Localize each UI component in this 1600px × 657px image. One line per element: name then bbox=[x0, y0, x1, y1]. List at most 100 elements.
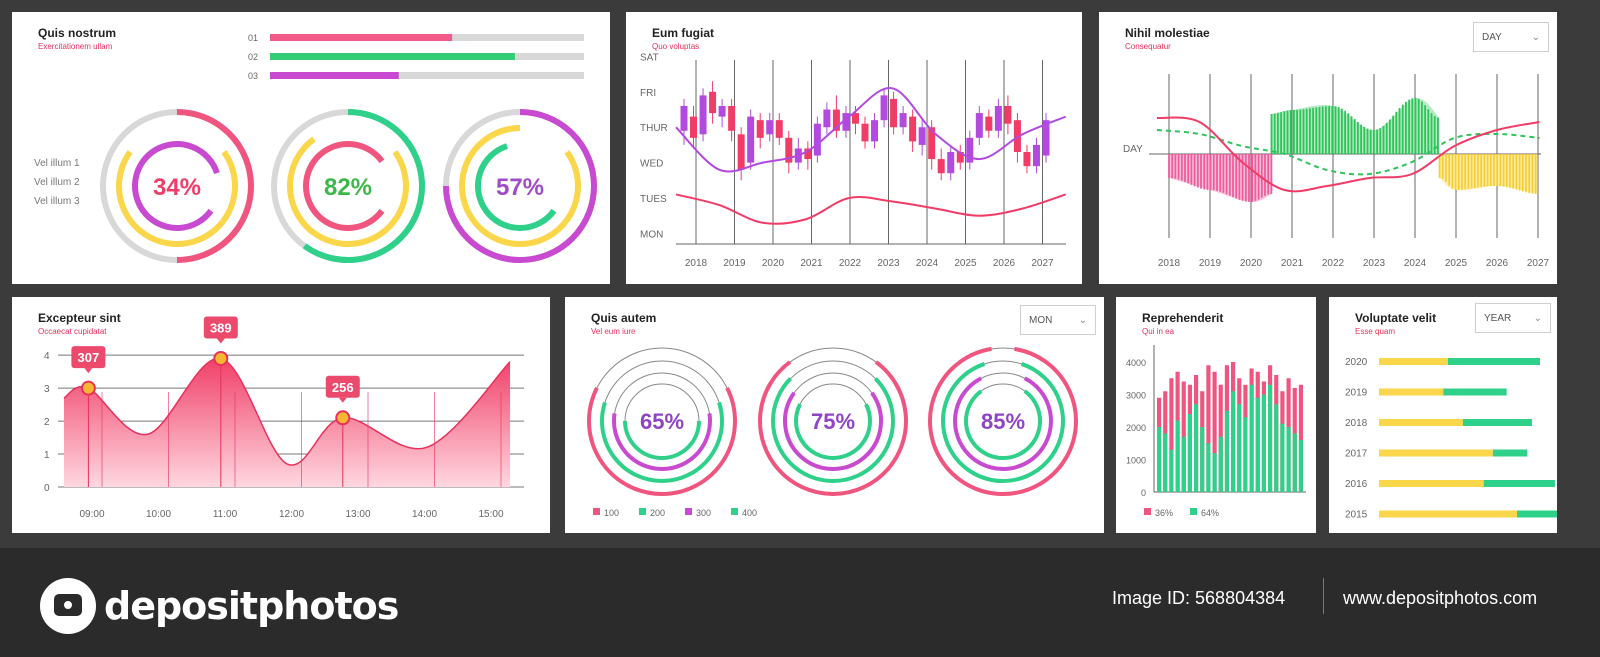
bar bbox=[1379, 419, 1463, 426]
panel-reprehenderit: Reprehenderit Qui in ea 0 1000 2000 3000 400… bbox=[1116, 297, 1316, 533]
candle bbox=[1004, 106, 1012, 124]
donut-value-label: 57% bbox=[496, 174, 544, 201]
legend-label: 100 bbox=[604, 508, 619, 518]
candle bbox=[928, 127, 936, 160]
bar bbox=[1492, 449, 1528, 457]
x-tick-label: 14:00 bbox=[412, 509, 437, 520]
x-tick-label: 2020 bbox=[762, 258, 785, 269]
chevron-down-icon: ⌄ bbox=[1531, 31, 1540, 43]
quis-autem-chart: 65% 75% 85% 100 200 300 400 bbox=[587, 346, 1078, 518]
x-tick-label: 2024 bbox=[916, 258, 939, 269]
bar bbox=[1249, 384, 1254, 492]
bar bbox=[1298, 384, 1303, 492]
ring-progress bbox=[953, 376, 1053, 471]
candle bbox=[775, 120, 783, 138]
y-tick-label: 4 bbox=[44, 351, 50, 362]
bar bbox=[1448, 358, 1540, 365]
bar-track bbox=[270, 72, 584, 79]
panel-subtitle: Exercitationem ullam bbox=[38, 42, 113, 51]
ring-value-label: 85% bbox=[981, 409, 1025, 434]
bar bbox=[1206, 443, 1211, 492]
panel-subtitle: Quo voluptas bbox=[652, 42, 700, 51]
legend-label: Vel illum 1 bbox=[34, 158, 80, 169]
donut-ring bbox=[443, 109, 597, 263]
bar bbox=[1379, 388, 1444, 396]
data-label: 256 bbox=[332, 380, 354, 395]
x-tick-label: 09:00 bbox=[79, 509, 104, 520]
bar bbox=[1181, 436, 1186, 492]
ring-progress bbox=[794, 403, 872, 460]
period-dropdown[interactable]: YEAR ⌄ bbox=[1475, 303, 1551, 333]
panel-quis-nostrum: Quis nostrum Exercitationem ullam Vel il… bbox=[12, 12, 610, 284]
bar bbox=[1187, 414, 1192, 492]
panel-title: Nihil molestiae bbox=[1125, 26, 1210, 40]
x-tick-label: 2022 bbox=[1322, 258, 1345, 269]
y-tick-label: 2016 bbox=[1345, 479, 1368, 490]
bar bbox=[1237, 404, 1242, 492]
x-tick-label: 2026 bbox=[993, 258, 1016, 269]
y-tick-label: 1000 bbox=[1126, 456, 1146, 466]
x-tick-label: 2019 bbox=[723, 258, 746, 269]
bar bbox=[1379, 510, 1517, 518]
dropdown-value: YEAR bbox=[1484, 312, 1512, 324]
candle bbox=[918, 127, 926, 145]
panel-subtitle: Vel eum iure bbox=[591, 327, 636, 336]
bar bbox=[1292, 433, 1297, 492]
bar bbox=[1200, 427, 1205, 492]
data-point bbox=[335, 410, 351, 426]
candle bbox=[728, 106, 736, 131]
period-dropdown[interactable]: DAY ⌄ bbox=[1473, 22, 1549, 52]
callout-pointer bbox=[84, 368, 93, 374]
brand-name: depositphotos bbox=[104, 584, 399, 628]
bar bbox=[1194, 404, 1199, 492]
bar bbox=[1169, 378, 1174, 492]
callout-pointer bbox=[216, 338, 225, 344]
x-tick-label: 2023 bbox=[1363, 258, 1386, 269]
area-fill bbox=[64, 358, 511, 487]
legend-label: Vel illum 3 bbox=[34, 196, 80, 207]
panel-title: Excepteur sint bbox=[38, 311, 121, 325]
bar bbox=[1255, 397, 1260, 492]
bar bbox=[1169, 449, 1174, 492]
y-tick-label: 2 bbox=[44, 417, 50, 428]
candle bbox=[766, 120, 774, 135]
legend-swatch bbox=[593, 508, 600, 515]
x-tick-label: 2021 bbox=[1281, 258, 1304, 269]
x-tick-label: 2022 bbox=[839, 258, 862, 269]
x-tick-label: 2024 bbox=[1404, 258, 1427, 269]
legend-label: 300 bbox=[696, 508, 711, 518]
bar bbox=[1286, 427, 1291, 492]
eum-fugiat-chart: MON TUES WED THUR FRI SAT 2018 2019 2020 2021 2022… bbox=[640, 52, 1067, 269]
candle bbox=[747, 116, 755, 163]
y-tick-label: SAT bbox=[640, 52, 659, 63]
candle bbox=[832, 109, 840, 131]
bar bbox=[1175, 420, 1180, 492]
candle bbox=[975, 113, 983, 138]
data-label: 307 bbox=[78, 350, 100, 365]
panel-quis-autem: Quis autem Vel eum iure MON ⌄ 65% 75% 85% 1… bbox=[565, 297, 1104, 533]
y-tick-label: 3 bbox=[44, 384, 50, 395]
donut-ring bbox=[302, 109, 425, 263]
bar bbox=[1443, 388, 1507, 396]
y-tick-label: WED bbox=[640, 159, 663, 170]
bar-tick-label: 02 bbox=[248, 52, 258, 62]
chevron-down-icon: ⌄ bbox=[1533, 312, 1542, 324]
candle bbox=[909, 116, 917, 142]
x-tick-label: 2025 bbox=[1445, 258, 1468, 269]
x-tick-label: 11:00 bbox=[213, 509, 238, 520]
panel-subtitle: Consequatur bbox=[1125, 42, 1171, 51]
legend-label: 36% bbox=[1155, 508, 1173, 518]
panel-subtitle: Occaecat cupidatat bbox=[38, 327, 107, 336]
candle bbox=[880, 95, 888, 121]
bar bbox=[1483, 480, 1555, 487]
panel-nihil-molestiae: Nihil molestiae Consequatur DAY ⌄ 2018 20… bbox=[1099, 12, 1557, 284]
dropdown-value: DAY bbox=[1482, 31, 1502, 43]
bar bbox=[1517, 510, 1557, 518]
bar bbox=[1379, 480, 1484, 487]
panel-title: Eum fugiat bbox=[652, 26, 714, 40]
chevron-down-icon: ⌄ bbox=[1078, 314, 1087, 326]
period-dropdown[interactable]: MON ⌄ bbox=[1020, 305, 1096, 335]
bar bbox=[1206, 365, 1211, 492]
y-tick-label: 3000 bbox=[1126, 391, 1146, 401]
candle bbox=[956, 152, 964, 163]
